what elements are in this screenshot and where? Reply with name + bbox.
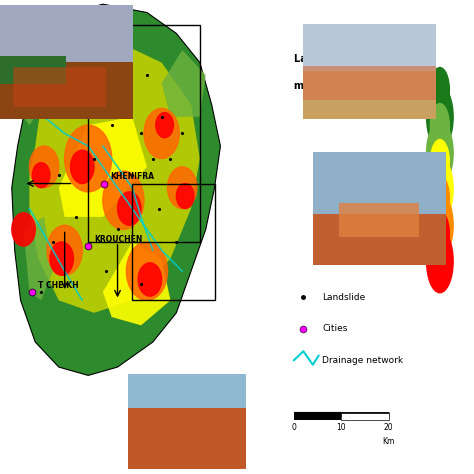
Bar (313, 152, 446, 220)
Circle shape (430, 68, 449, 113)
Circle shape (12, 213, 35, 246)
Polygon shape (29, 42, 200, 313)
Polygon shape (24, 42, 59, 125)
Circle shape (32, 163, 50, 188)
Bar (303, 71, 436, 118)
Bar (132, 183, 215, 301)
Circle shape (430, 140, 449, 185)
Circle shape (127, 242, 167, 301)
Circle shape (29, 146, 59, 188)
Text: Drainage network: Drainage network (322, 356, 403, 365)
Text: Cities: Cities (322, 324, 348, 333)
Bar (303, 66, 436, 100)
Circle shape (427, 229, 453, 292)
Bar (313, 214, 446, 265)
Polygon shape (12, 4, 220, 375)
Circle shape (103, 171, 144, 229)
Bar (128, 374, 246, 412)
Circle shape (118, 192, 141, 225)
Text: Km: Km (383, 437, 395, 446)
Text: map  by AHP m: map by AHP m (294, 81, 377, 91)
Bar (294, 413, 341, 420)
Polygon shape (162, 50, 206, 117)
Circle shape (144, 109, 179, 158)
Text: 10: 10 (337, 423, 346, 432)
Polygon shape (103, 242, 171, 325)
FancyBboxPatch shape (13, 67, 106, 107)
Bar (0, 56, 66, 84)
Text: 0: 0 (292, 423, 296, 432)
Circle shape (47, 225, 82, 275)
Circle shape (71, 150, 94, 183)
Text: 20: 20 (384, 423, 393, 432)
Text: KHENIFRA: KHENIFRA (110, 173, 154, 182)
Bar (339, 203, 419, 237)
Circle shape (106, 88, 123, 113)
Circle shape (427, 158, 453, 221)
Circle shape (176, 183, 194, 209)
Circle shape (427, 121, 453, 185)
Circle shape (138, 263, 162, 296)
Text: Landslide susce-: Landslide susce- (294, 54, 385, 64)
Text: KROUCHEN: KROUCHEN (94, 235, 142, 244)
Bar (341, 413, 389, 420)
Bar (303, 24, 436, 71)
Circle shape (430, 212, 449, 257)
Text: Landslide: Landslide (322, 293, 365, 301)
Circle shape (427, 86, 453, 149)
Circle shape (50, 242, 73, 275)
Bar (128, 408, 246, 469)
Circle shape (430, 175, 449, 220)
Circle shape (156, 113, 173, 137)
Bar (88, 25, 200, 242)
Bar (0, 62, 133, 118)
Circle shape (167, 167, 197, 209)
Circle shape (430, 104, 449, 149)
Polygon shape (24, 217, 53, 301)
Text: T CHEIKH: T CHEIKH (38, 281, 79, 290)
Circle shape (97, 71, 127, 113)
Circle shape (64, 125, 112, 192)
Circle shape (427, 193, 453, 257)
Bar (0, 5, 133, 62)
Polygon shape (59, 117, 147, 217)
